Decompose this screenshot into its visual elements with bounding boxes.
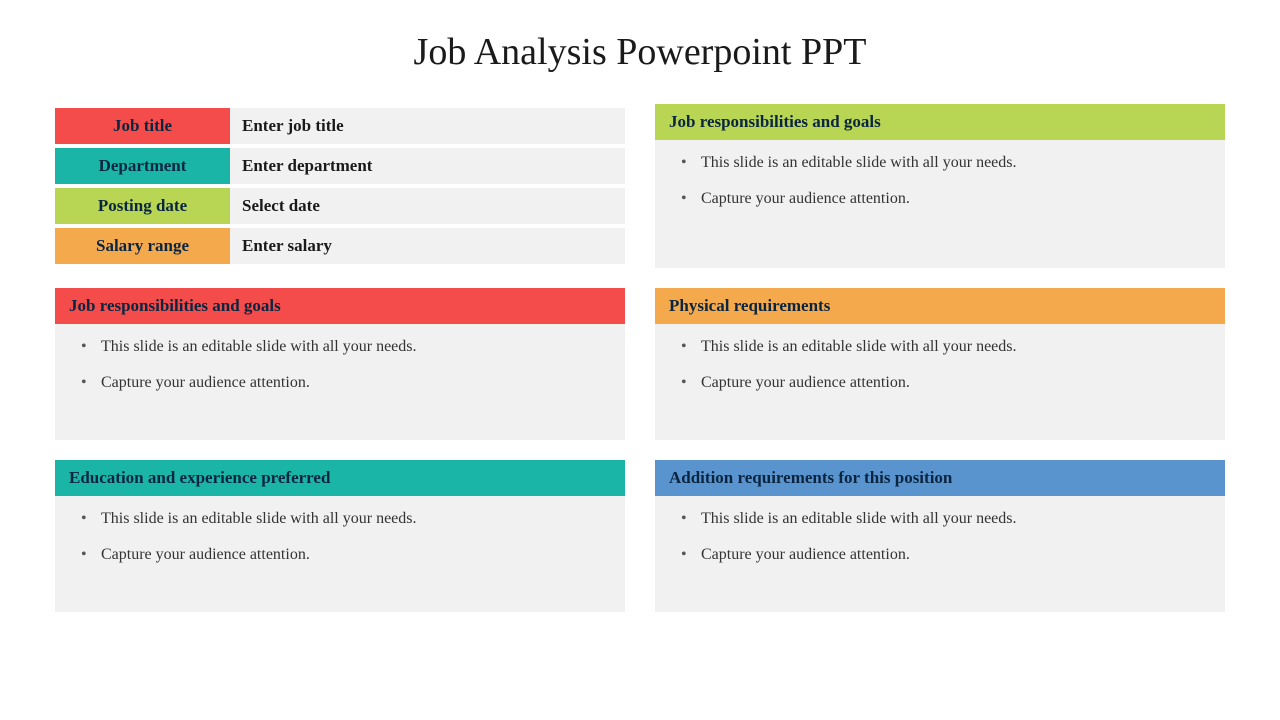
card-responsibilities-mid: Job responsibilities and goals This slid…: [55, 288, 625, 440]
card-header: Education and experience preferred: [55, 460, 625, 496]
table-row: Department Enter department: [55, 148, 625, 184]
content-grid: Job title Enter job title Department Ent…: [55, 104, 1225, 612]
card-header: Job responsibilities and goals: [55, 288, 625, 324]
table-row: Salary range Enter salary: [55, 228, 625, 264]
value-posting-date: Select date: [230, 188, 625, 224]
card-responsibilities-top: Job responsibilities and goals This slid…: [655, 104, 1225, 268]
card-body: This slide is an editable slide with all…: [55, 324, 625, 440]
bullet-item: Capture your audience attention.: [673, 374, 1207, 392]
bullet-item: This slide is an editable slide with all…: [673, 338, 1207, 356]
card-header: Physical requirements: [655, 288, 1225, 324]
card-additional: Addition requirements for this position …: [655, 460, 1225, 612]
value-department: Enter department: [230, 148, 625, 184]
bullet-item: Capture your audience attention.: [73, 374, 607, 392]
bullet-item: Capture your audience attention.: [73, 546, 607, 564]
bullet-item: This slide is an editable slide with all…: [673, 510, 1207, 528]
info-table: Job title Enter job title Department Ent…: [55, 104, 625, 268]
card-body: This slide is an editable slide with all…: [655, 140, 1225, 256]
bullet-item: Capture your audience attention.: [673, 546, 1207, 564]
card-header: Addition requirements for this position: [655, 460, 1225, 496]
label-department: Department: [55, 148, 230, 184]
label-salary-range: Salary range: [55, 228, 230, 264]
page-title: Job Analysis Powerpoint PPT: [55, 30, 1225, 74]
info-table-container: Job title Enter job title Department Ent…: [55, 104, 625, 268]
label-posting-date: Posting date: [55, 188, 230, 224]
value-salary-range: Enter salary: [230, 228, 625, 264]
bullet-item: This slide is an editable slide with all…: [73, 338, 607, 356]
label-job-title: Job title: [55, 108, 230, 144]
table-row: Posting date Select date: [55, 188, 625, 224]
bullet-item: This slide is an editable slide with all…: [673, 154, 1207, 172]
card-physical: Physical requirements This slide is an e…: [655, 288, 1225, 440]
card-body: This slide is an editable slide with all…: [55, 496, 625, 612]
bullet-item: Capture your audience attention.: [673, 190, 1207, 208]
value-job-title: Enter job title: [230, 108, 625, 144]
card-body: This slide is an editable slide with all…: [655, 496, 1225, 612]
bullet-item: This slide is an editable slide with all…: [73, 510, 607, 528]
table-row: Job title Enter job title: [55, 108, 625, 144]
card-education: Education and experience preferred This …: [55, 460, 625, 612]
card-header: Job responsibilities and goals: [655, 104, 1225, 140]
card-body: This slide is an editable slide with all…: [655, 324, 1225, 440]
